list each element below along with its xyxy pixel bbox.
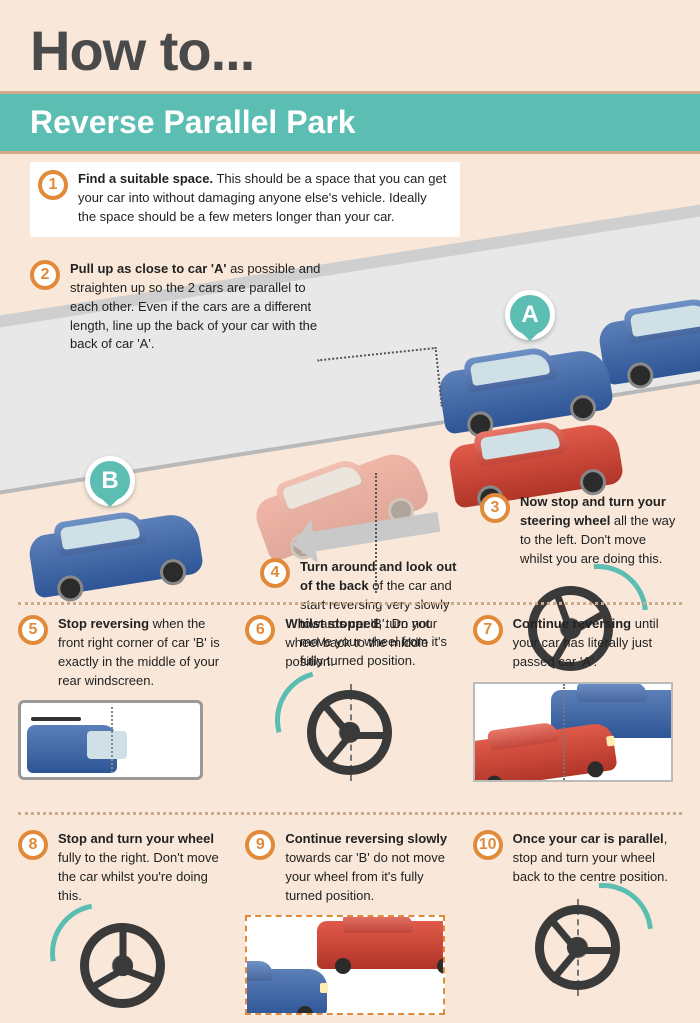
step-badge-1: 1 bbox=[38, 170, 68, 200]
step-2: 2 Pull up as close to car 'A' as possibl… bbox=[30, 260, 330, 354]
step-badge-4: 4 bbox=[260, 558, 290, 588]
step-badge-8: 8 bbox=[18, 830, 48, 860]
steps-row-2: 8 Stop and turn your wheel fully to the … bbox=[18, 830, 682, 1010]
guide-line-icon bbox=[317, 347, 443, 419]
page-title: How to... bbox=[0, 0, 700, 91]
scene-reverse-to-b bbox=[245, 915, 445, 1015]
step-1: 1 Find a suitable space. This should be … bbox=[30, 162, 460, 237]
pin-a: A bbox=[505, 290, 555, 340]
step-10: 10 Once your car is parallel, stop and t… bbox=[473, 830, 682, 1010]
step-8: 8 Stop and turn your wheel fully to the … bbox=[18, 830, 227, 1010]
step-badge-7: 7 bbox=[473, 615, 503, 645]
step-text-9: Continue reversing slowly towards car 'B… bbox=[285, 830, 454, 905]
step-badge-10: 10 bbox=[473, 830, 503, 860]
car-b bbox=[26, 503, 205, 599]
page-subtitle: Reverse Parallel Park bbox=[0, 94, 700, 151]
step-text-8: Stop and turn your wheel fully to the ri… bbox=[58, 830, 227, 905]
step-9: 9 Continue reversing slowly towards car … bbox=[245, 830, 454, 1010]
step-badge-6: 6 bbox=[245, 615, 275, 645]
step-text-7: Continue reversing until your car has li… bbox=[513, 615, 682, 672]
scene-pass-car-a bbox=[473, 682, 673, 782]
step-5: 5 Stop reversing when the front right co… bbox=[18, 615, 227, 795]
steps-row-1: 5 Stop reversing when the front right co… bbox=[18, 615, 682, 795]
step-text-2: Pull up as close to car 'A' as possible … bbox=[70, 260, 330, 354]
step-badge-5: 5 bbox=[18, 615, 48, 645]
step-badge-9: 9 bbox=[245, 830, 275, 860]
step-badge-2: 2 bbox=[30, 260, 60, 290]
pin-b: B bbox=[85, 456, 135, 506]
divider-icon bbox=[18, 602, 682, 605]
step-text-1: Find a suitable space. This should be a … bbox=[78, 170, 448, 227]
step-badge-3: 3 bbox=[480, 493, 510, 523]
divider-icon bbox=[18, 812, 682, 815]
step-6: 6 Whilst stopped, turn your wheel back t… bbox=[245, 615, 454, 795]
step-text-5: Stop reversing when the front right corn… bbox=[58, 615, 227, 690]
subtitle-band: Reverse Parallel Park bbox=[0, 91, 700, 154]
step-7: 7 Continue reversing until your car has … bbox=[473, 615, 682, 795]
rear-windscreen-icon bbox=[18, 700, 203, 780]
parking-diagram: 1 Find a suitable space. This should be … bbox=[0, 168, 700, 593]
